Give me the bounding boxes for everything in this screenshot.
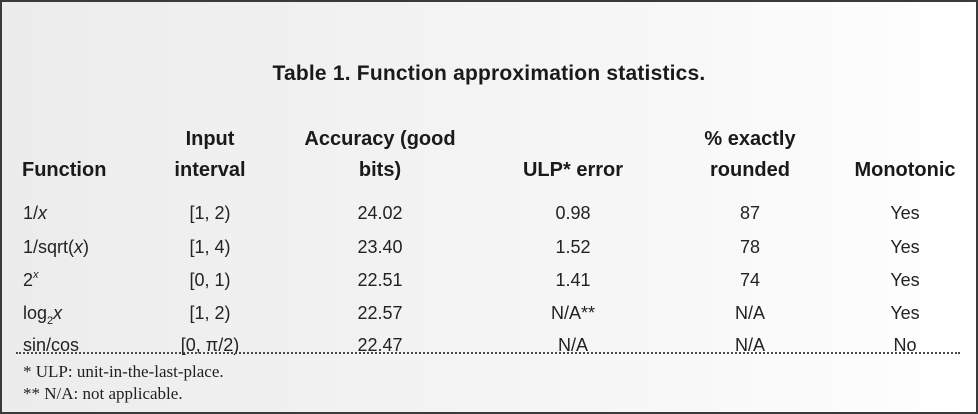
row-2-interval: [1, 4) bbox=[189, 237, 231, 257]
row-1-accuracy: 24.02 bbox=[357, 203, 403, 223]
row-4-accuracy: 22.57 bbox=[357, 303, 403, 323]
header-interval-line2: interval bbox=[174, 159, 246, 181]
footnote-ulp: * ULP: unit-in-the-last-place. bbox=[23, 362, 224, 381]
footnote-na: ** N/A: not applicable. bbox=[23, 384, 183, 403]
header-monotonic: Monotonic bbox=[854, 159, 956, 181]
row-5-function: sin/cos bbox=[23, 335, 80, 355]
row-5-monotonic: No bbox=[893, 335, 917, 355]
row-1-monotonic: Yes bbox=[890, 203, 920, 223]
row-2-ulp: 1.52 bbox=[555, 237, 591, 257]
row-5-accuracy: 22.47 bbox=[357, 335, 403, 355]
row-1-exact: 87 bbox=[739, 203, 761, 223]
row-5-exact: N/A bbox=[734, 335, 765, 355]
row-2-exact: 78 bbox=[739, 237, 761, 257]
row-3-accuracy: 22.51 bbox=[357, 270, 403, 290]
row-3-interval: [0, 1) bbox=[189, 270, 231, 290]
row-2-monotonic: Yes bbox=[890, 237, 920, 257]
row-3-monotonic: Yes bbox=[890, 270, 920, 290]
header-ulp: ULP* error bbox=[522, 159, 624, 181]
header-interval-line1: Input bbox=[185, 128, 235, 150]
row-2-accuracy: 23.40 bbox=[357, 237, 403, 257]
row-2-function: 1/sqrt(x) bbox=[23, 237, 90, 257]
table-bottom-rule bbox=[16, 352, 960, 354]
header-accuracy-line2: bits) bbox=[358, 159, 402, 181]
header-exact-line2: rounded bbox=[710, 159, 790, 181]
row-1-interval: [1, 2) bbox=[189, 203, 231, 223]
header-function: Function bbox=[22, 159, 107, 181]
row-4-monotonic: Yes bbox=[890, 303, 920, 323]
row-4-function: log2x bbox=[23, 303, 63, 327]
row-4-ulp: N/A** bbox=[550, 303, 595, 323]
row-3-exact: 74 bbox=[739, 270, 761, 290]
row-5-interval: [0, π/2) bbox=[180, 335, 240, 355]
header-exact-line1: % exactly bbox=[704, 128, 796, 150]
row-4-interval: [1, 2) bbox=[189, 303, 231, 323]
row-3-ulp: 1.41 bbox=[555, 270, 591, 290]
header-accuracy-line1: Accuracy (good bbox=[304, 128, 456, 150]
row-1-function: 1/x bbox=[23, 203, 48, 223]
table-title: Table 1. Function approximation statisti… bbox=[272, 62, 706, 85]
row-4-exact: N/A bbox=[734, 303, 765, 323]
row-3-function: 2x bbox=[23, 269, 39, 290]
row-1-ulp: 0.98 bbox=[555, 203, 591, 223]
row-5-ulp: N/A bbox=[557, 335, 588, 355]
